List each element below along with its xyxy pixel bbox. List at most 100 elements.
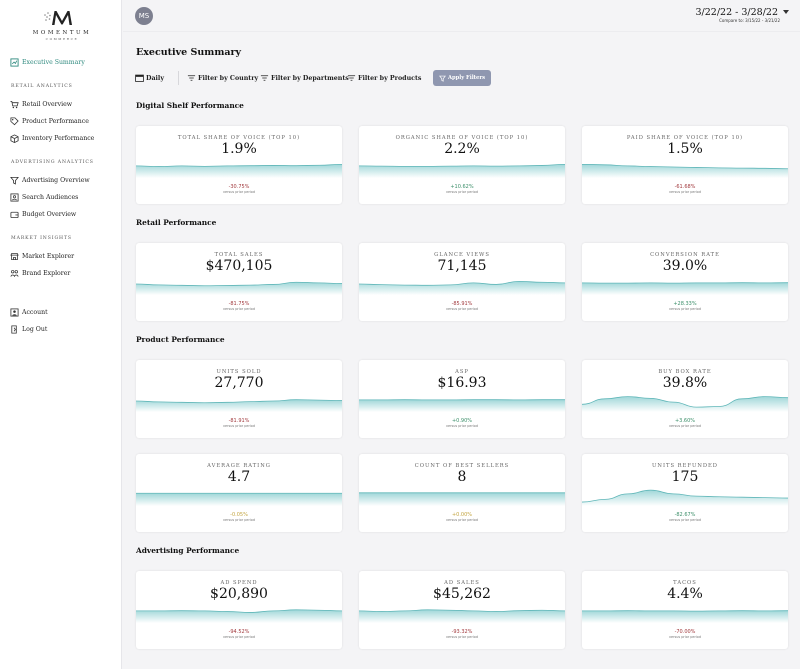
tag-icon bbox=[10, 116, 19, 125]
filter-departments-button[interactable]: Filter by Departments bbox=[260, 72, 349, 84]
sidebar-item-search-audiences[interactable]: Search Audiences bbox=[10, 190, 78, 204]
metric-change: +0.90% bbox=[451, 418, 473, 424]
metric-value: $470,105 bbox=[205, 258, 273, 274]
metric-change-caption: versus prior period bbox=[222, 518, 256, 522]
metric-label: UNITS SOLD bbox=[216, 369, 262, 375]
metric-label: PAID SHARE OF VOICE (TOP 10) bbox=[626, 135, 744, 141]
metric-change: -30.75% bbox=[228, 184, 250, 190]
metric-value: 175 bbox=[671, 469, 699, 485]
filter-lines-icon bbox=[347, 75, 356, 81]
metric-card[interactable]: TACOS 4.4% -70.00% versus prior period bbox=[582, 571, 788, 649]
logout-icon bbox=[11, 324, 17, 334]
sidebar-item-market-explorer[interactable]: Market Explorer bbox=[10, 249, 74, 263]
filter-label: Daily bbox=[146, 74, 164, 82]
calendar-icon bbox=[135, 74, 144, 82]
avatar[interactable]: MS bbox=[135, 7, 153, 25]
metric-card[interactable]: CONVERSION RATE 39.0% +28.33% versus prior … bbox=[582, 243, 788, 321]
sidebar-item-account[interactable]: Account bbox=[10, 305, 48, 319]
filter-divider bbox=[178, 71, 179, 85]
metric-label: TACOS bbox=[673, 580, 697, 586]
sidebar-item-brand-explorer[interactable]: Brand Explorer bbox=[10, 266, 70, 280]
sidebar-item-logout[interactable]: Log Out bbox=[10, 322, 47, 336]
sparkline-line bbox=[582, 163, 788, 170]
metric-change-caption: versus prior period bbox=[668, 190, 702, 194]
sparkline-chart bbox=[359, 492, 565, 506]
daily-granularity-toggle[interactable]: Daily bbox=[135, 72, 164, 84]
funnel-icon bbox=[438, 75, 446, 82]
metric-label: CONVERSION RATE bbox=[650, 252, 720, 258]
sparkline-area bbox=[136, 493, 342, 506]
metric-value: $45,262 bbox=[433, 586, 491, 602]
brand-logo[interactable]: MOMENTUM COMMERCE bbox=[28, 9, 96, 41]
audience-icon bbox=[10, 192, 19, 202]
metric-card[interactable]: UNITS SOLD 27,770 -81.91% versus prior peri… bbox=[136, 360, 342, 438]
sparkline-chart bbox=[136, 609, 342, 623]
metric-label: AD SPEND bbox=[220, 580, 258, 586]
sidebar-item-executive-summary[interactable]: Executive Summary bbox=[10, 55, 85, 69]
metric-change-caption: versus prior period bbox=[445, 635, 479, 639]
metric-card[interactable]: TOTAL SHARE OF VOICE (TOP 10) 1.9% -30.75%… bbox=[136, 126, 342, 204]
sidebar-item-label: Advertising Overview bbox=[22, 176, 90, 184]
metric-card[interactable]: PAID SHARE OF VOICE (TOP 10) 1.5% -61.68% v… bbox=[582, 126, 788, 204]
filter-products-button[interactable]: Filter by Products bbox=[347, 72, 421, 84]
metric-change-caption: versus prior period bbox=[445, 424, 479, 428]
chevron-down-icon[interactable] bbox=[783, 10, 789, 14]
metric-change-caption: versus prior period bbox=[222, 424, 256, 428]
sidebar-item-label: Inventory Performance bbox=[22, 134, 95, 142]
date-range-picker[interactable]: 3/22/22 - 3/28/22 bbox=[695, 7, 779, 18]
sidebar-item-label: Search Audiences bbox=[22, 193, 79, 201]
metric-card[interactable]: AVERAGE RATING 4.7 -0.05% versus prior peri… bbox=[136, 454, 342, 532]
sparkline-area bbox=[582, 164, 788, 178]
page-title: Executive Summary bbox=[136, 47, 242, 58]
sparkline-area bbox=[359, 399, 565, 412]
section-advertising: Advertising Performance bbox=[136, 546, 240, 555]
metric-card[interactable]: COUNT OF BEST SELLERS 8 +0.00% versus prior… bbox=[359, 454, 565, 532]
metric-change: +10.62% bbox=[450, 184, 474, 190]
sidebar-item-label: Market Explorer bbox=[22, 252, 75, 260]
filter-label: Filter by Country bbox=[198, 74, 259, 82]
sidebar-item-inventory-performance[interactable]: Inventory Performance bbox=[10, 131, 94, 145]
section-title-advertising: ADVERTISING ANALYTICS bbox=[11, 160, 94, 165]
metric-change: -82.67% bbox=[674, 512, 696, 518]
sparkline-chart bbox=[359, 163, 565, 178]
filter-label: Filter by Products bbox=[358, 74, 422, 82]
compare-date-range: Compare to: 3/15/22 - 3/21/22 bbox=[719, 18, 780, 23]
filter-country-button[interactable]: Filter by Country bbox=[187, 72, 258, 84]
metric-label: ORGANIC SHARE OF VOICE (TOP 10) bbox=[395, 135, 529, 141]
metric-card[interactable]: ASP $16.93 +0.90% versus prior period bbox=[359, 360, 565, 438]
sidebar: MOMENTUM COMMERCE Executive Summary RETA… bbox=[0, 0, 122, 669]
sparkline-area bbox=[582, 610, 788, 623]
apply-filters-label: Apply Filters bbox=[447, 75, 486, 81]
metric-change: -93.32% bbox=[451, 629, 473, 635]
section-product: Product Performance bbox=[136, 335, 225, 344]
metric-card[interactable]: GLANCE VIEWS 71,145 -85.91% versus prior pe… bbox=[359, 243, 565, 321]
metric-change: -70.00% bbox=[674, 629, 696, 635]
sidebar-item-retail-overview[interactable]: Retail Overview bbox=[10, 97, 72, 111]
funnel-icon bbox=[10, 176, 19, 185]
metric-card[interactable]: UNITS REFUNDED 175 -82.67% versus prior per… bbox=[582, 454, 788, 532]
metric-change: -81.75% bbox=[228, 301, 250, 307]
sparkline-line bbox=[582, 489, 788, 503]
section-digital-shelf: Digital Shelf Performance bbox=[136, 101, 244, 110]
filter-lines-icon bbox=[260, 75, 269, 81]
metric-change: -85.91% bbox=[451, 301, 473, 307]
sparkline-area bbox=[136, 609, 342, 623]
wallet-icon bbox=[10, 211, 19, 218]
metric-change-caption: versus prior period bbox=[445, 190, 479, 194]
metric-value: 1.5% bbox=[667, 141, 703, 157]
metric-card[interactable]: AD SALES $45,262 -93.32% versus prior perio… bbox=[359, 571, 565, 649]
summary-icon bbox=[10, 57, 19, 67]
sparkline-chart bbox=[582, 163, 788, 178]
sidebar-item-advertising-overview[interactable]: Advertising Overview bbox=[10, 173, 90, 187]
metric-card[interactable]: ORGANIC SHARE OF VOICE (TOP 10) 2.2% +10.6… bbox=[359, 126, 565, 204]
brand-name: MOMENTUM bbox=[32, 30, 92, 36]
metric-label: GLANCE VIEWS bbox=[434, 252, 490, 258]
apply-filters-button[interactable]: Apply Filters bbox=[433, 70, 491, 86]
sidebar-item-budget-overview[interactable]: Budget Overview bbox=[10, 207, 76, 221]
metric-card[interactable]: AD SPEND $20,890 -94.52% versus prior perio… bbox=[136, 571, 342, 649]
metric-card[interactable]: TOTAL SALES $470,105 -81.75% versus prior p… bbox=[136, 243, 342, 321]
sidebar-item-product-performance[interactable]: Product Performance bbox=[10, 114, 89, 128]
sparkline-chart bbox=[136, 281, 342, 295]
sidebar-item-label: Brand Explorer bbox=[22, 269, 71, 277]
metric-card[interactable]: BUY BOX RATE 39.8% +3.60% versus prior peri… bbox=[582, 360, 788, 438]
